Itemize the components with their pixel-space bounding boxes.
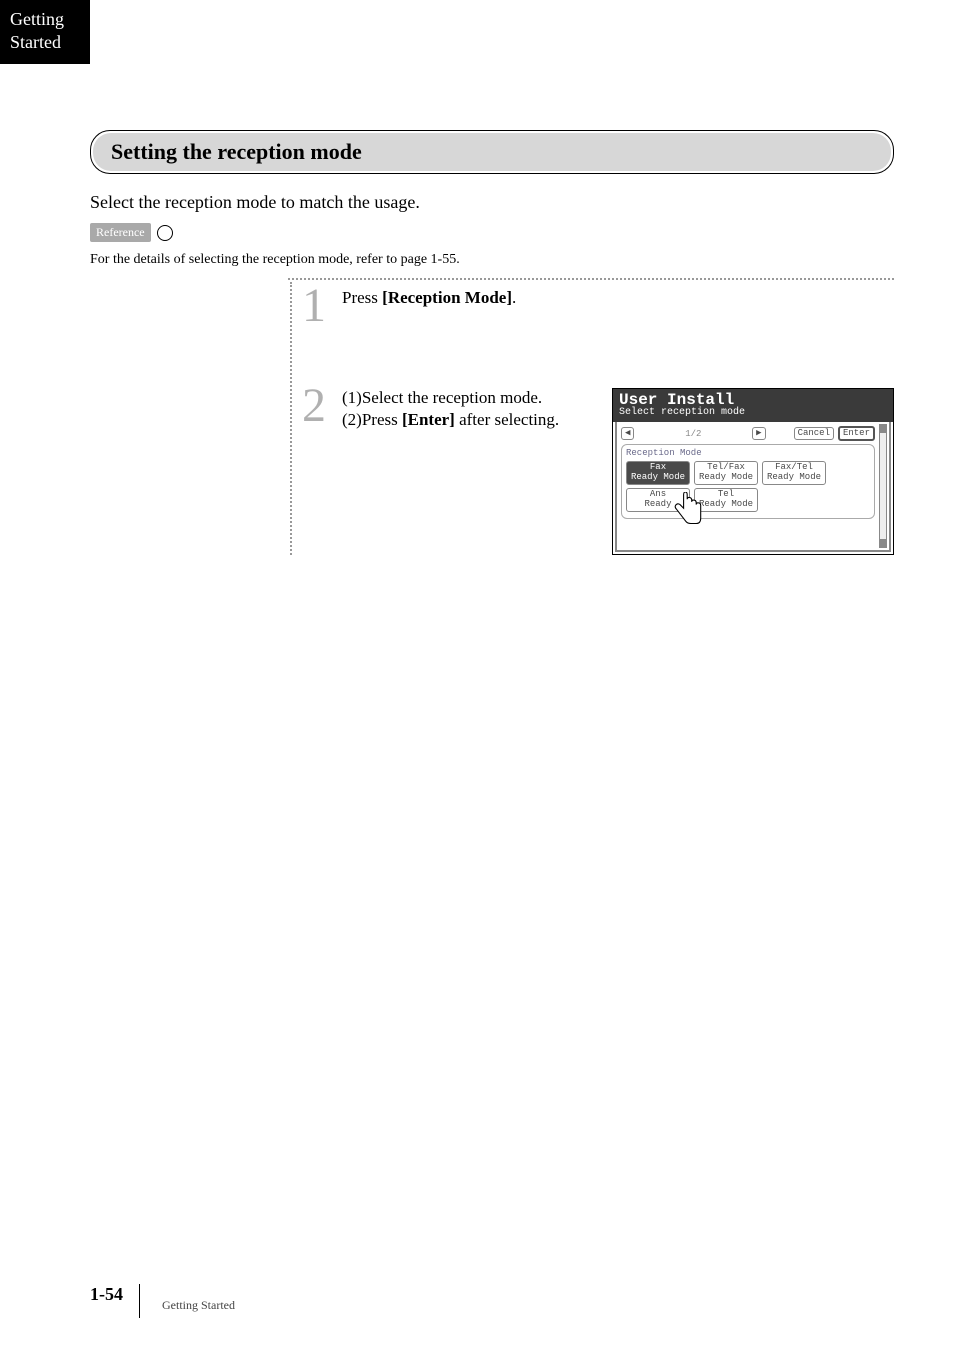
reference-badge: Reference	[90, 223, 173, 242]
console-title: User Install	[619, 392, 887, 408]
step-1-text: Press [Reception Mode].	[342, 288, 894, 310]
step-2: 2 (1)Select the reception mode. (2)Press…	[302, 382, 894, 555]
console-top-row: ◀ 1/2 ▶ Cancel Enter	[621, 426, 875, 441]
tab-line-2: Started	[10, 32, 61, 52]
reference-detail: For the details of selecting the recepti…	[90, 252, 894, 268]
cursor-hand-icon	[671, 492, 707, 528]
section-heading-pill: Setting the reception mode	[90, 130, 894, 174]
reference-label: Reference	[90, 223, 151, 242]
page-footer: 1-54 Getting Started	[90, 1284, 235, 1318]
console-subtitle: Select reception mode	[619, 408, 887, 418]
console-body: ◀ 1/2 ▶ Cancel Enter Reception Mode Fa	[615, 422, 891, 552]
mode-buttons: Fax Ready Mode Tel/Fax Ready Mode Fax/Te…	[626, 461, 870, 512]
step2-l2-post: after selecting.	[455, 410, 559, 429]
step1-post: .	[512, 288, 516, 307]
mode-faxtel-ready[interactable]: Fax/Tel Ready Mode	[762, 461, 826, 485]
mode-l2: Ready Mode	[765, 473, 823, 483]
step1-pre: Press	[342, 288, 382, 307]
pager-indicator: 1/2	[638, 429, 748, 439]
step-number: 2	[302, 382, 342, 430]
mode-fax-ready[interactable]: Fax Ready Mode	[626, 461, 690, 485]
scroll-up-icon[interactable]	[880, 425, 886, 433]
mode-l2: Ready Mode	[697, 473, 755, 483]
steps-container: 1 Press [Reception Mode]. 2 (1)Select th…	[290, 282, 894, 555]
tab-line-1: Getting	[10, 9, 64, 29]
console-scrollbar[interactable]	[879, 424, 887, 548]
scroll-down-icon[interactable]	[880, 539, 886, 547]
console-header: User Install Select reception mode	[613, 389, 893, 422]
page-number: 1-54	[90, 1284, 123, 1305]
reception-mode-area: Reception Mode Fax Ready Mode Tel/Fax Re…	[621, 444, 875, 519]
step-number: 1	[302, 282, 342, 330]
step1-bold: [Reception Mode]	[382, 288, 512, 307]
reference-circle-icon	[157, 225, 173, 241]
console-screen: User Install Select reception mode ◀ 1/2…	[612, 388, 894, 555]
cancel-button[interactable]: Cancel	[794, 427, 834, 440]
section-heading: Setting the reception mode	[93, 133, 891, 171]
pager-left-button[interactable]: ◀	[621, 427, 634, 440]
dotted-rule	[288, 278, 894, 280]
step2-l2-bold: [Enter]	[402, 410, 455, 429]
enter-button[interactable]: Enter	[838, 426, 875, 441]
pager-right-button[interactable]: ▶	[752, 427, 765, 440]
step-body: Press [Reception Mode].	[342, 282, 894, 310]
intro-text: Select the reception mode to match the u…	[90, 192, 894, 213]
footer-chapter: Getting Started	[162, 1290, 235, 1313]
step-body: (1)Select the reception mode. (2)Press […	[342, 382, 894, 555]
step2-l1: (1)Select the reception mode.	[342, 388, 542, 407]
mode-l2: Ready Mode	[629, 473, 687, 483]
chapter-tab: Getting Started	[0, 0, 90, 64]
page-content: Setting the reception mode Select the re…	[90, 130, 894, 555]
step-2-text: (1)Select the reception mode. (2)Press […	[342, 388, 592, 555]
mode-telfax-ready[interactable]: Tel/Fax Ready Mode	[694, 461, 758, 485]
step2-l2-pre: (2)Press	[342, 410, 402, 429]
step-1: 1 Press [Reception Mode].	[302, 282, 894, 352]
area-title: Reception Mode	[626, 448, 870, 458]
footer-rule	[139, 1284, 140, 1318]
